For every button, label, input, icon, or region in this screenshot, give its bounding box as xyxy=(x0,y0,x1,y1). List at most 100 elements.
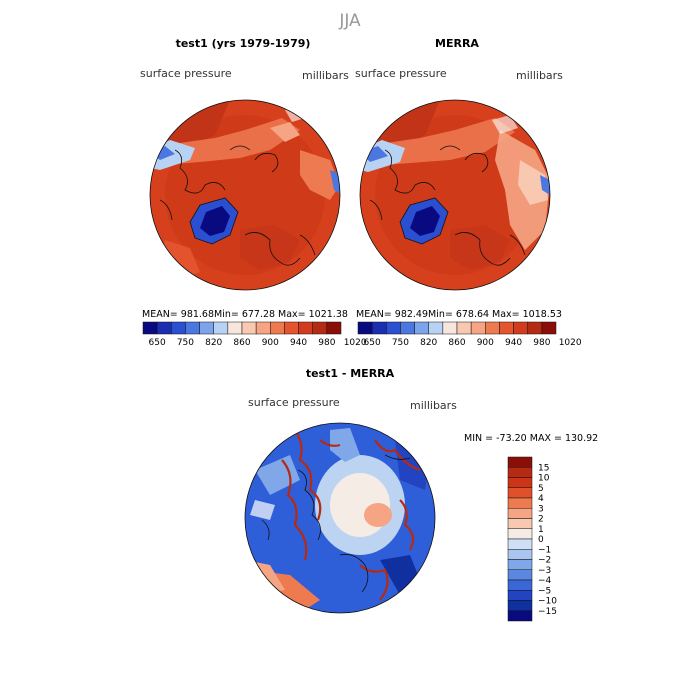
colorbar-diff-swatch xyxy=(507,559,533,570)
panel-test1-min: Min= 677.28 xyxy=(214,309,275,320)
colorbar-diff-tick-label: −4 xyxy=(538,576,552,586)
panel-test1-mean: MEAN= 981.68 xyxy=(142,309,214,320)
colorbar-test1-tick-label: 1020 xyxy=(344,338,367,348)
colorbar-merra-swatch xyxy=(470,321,486,335)
colorbar-diff-swatch xyxy=(507,456,533,468)
colorbar-diff-swatch xyxy=(507,508,533,519)
colorbar-merra-tick-label: 980 xyxy=(533,338,550,348)
colorbar-test1-tick-label: 980 xyxy=(318,338,335,348)
colorbar-diff-swatch xyxy=(507,518,533,529)
colorbar-merra-swatch xyxy=(428,321,444,335)
colorbar-diff-tick-label: 1 xyxy=(538,525,544,535)
colorbar-test1-swatch xyxy=(199,321,214,335)
colorbar-test1-swatch xyxy=(227,321,243,335)
panel-merra-title: MERRA xyxy=(435,37,479,50)
colorbar-test1-tick-label: 750 xyxy=(177,338,194,348)
colorbar-diff-swatch xyxy=(507,600,533,611)
colorbar-merra-swatch xyxy=(499,321,514,335)
colorbar-test1-swatch xyxy=(312,321,328,335)
colorbar-merra-swatch xyxy=(386,321,401,335)
colorbar-test1-tick-label: 940 xyxy=(290,338,307,348)
colorbar-merra-swatch xyxy=(442,321,458,335)
panel-diff-map xyxy=(245,423,435,613)
colorbar-diff-swatch xyxy=(507,579,533,591)
colorbar-diff-tick-label: 4 xyxy=(538,494,544,504)
colorbar-merra-tick-label: 750 xyxy=(392,338,409,348)
colorbar-test1-swatch xyxy=(156,321,172,335)
colorbar-diff-tick-label: −10 xyxy=(538,597,557,607)
panel-merra-max: Max= 1018.53 xyxy=(492,309,562,320)
colorbar-test1-swatch xyxy=(142,321,158,335)
panel-merra-variable: surface pressure xyxy=(355,67,447,80)
colorbar-diff-tick-label: 5 xyxy=(538,484,544,494)
colorbar-diff-swatch xyxy=(507,549,533,560)
colorbar-merra-swatch xyxy=(485,321,500,335)
colorbar-merra-swatch xyxy=(400,321,415,335)
colorbar-test1-tick-label: 900 xyxy=(262,338,279,348)
colorbar-merra-tick-label: 900 xyxy=(477,338,494,348)
colorbar-diff-tick-label: −5 xyxy=(538,586,551,596)
colorbar-merra-tick-label: 940 xyxy=(505,338,522,348)
colorbar-test1-swatch xyxy=(213,321,229,335)
panel-merra-border xyxy=(359,99,551,291)
panel-test1-border xyxy=(149,99,341,291)
colorbar-diff-tick-label: 15 xyxy=(538,463,549,473)
colorbar-diff-swatch xyxy=(507,528,533,540)
colorbar-diff-tick-label: −1 xyxy=(538,545,551,555)
colorbar-test1-swatch xyxy=(326,321,342,335)
panel-diff-minmax: MIN = -73.20 MAX = 130.92 xyxy=(464,433,598,444)
colorbar-diff-swatch xyxy=(507,497,533,509)
panel-diff-border xyxy=(244,422,436,614)
colorbar-merra-swatch xyxy=(357,321,373,335)
colorbar-test1-swatch xyxy=(185,321,200,335)
panel-diff-title: test1 - MERRA xyxy=(306,367,395,380)
colorbar-diff-swatch xyxy=(507,610,533,622)
panel-test1-max: Max= 1021.38 xyxy=(278,309,348,320)
colorbar-diff-swatch xyxy=(507,590,533,601)
colorbar-test1-tick-label: 860 xyxy=(233,338,250,348)
colorbar-test1-swatch xyxy=(284,321,299,335)
panel-test1-variable: surface pressure xyxy=(140,67,232,80)
colorbar-test1-tick-label: 650 xyxy=(149,338,166,348)
colorbar-diff-swatch xyxy=(507,538,533,550)
panel-merra-map xyxy=(360,100,550,290)
panel-merra-mean: MEAN= 982.49 xyxy=(356,309,428,320)
colorbar-merra-swatch xyxy=(541,321,557,335)
colorbar-diff-tick-label: 3 xyxy=(538,504,544,514)
colorbar-diff-swatch xyxy=(507,467,533,478)
colorbar-diff-tick-label: −15 xyxy=(538,607,557,617)
colorbar-diff-tick-label: 10 xyxy=(538,474,550,484)
colorbar-test1-swatch xyxy=(255,321,271,335)
colorbar-diff-tick-label: −3 xyxy=(538,566,551,576)
panel-diff-variable: surface pressure xyxy=(248,396,340,409)
colorbar-diff-tick-label: 2 xyxy=(538,515,544,525)
colorbar-merra-tick-label: 820 xyxy=(420,338,437,348)
colorbar-test1-swatch xyxy=(241,321,257,335)
colorbar-merra: 650 750 820 860 900 940 980 1020 xyxy=(357,321,582,348)
colorbar-test1-swatch xyxy=(270,321,285,335)
colorbar-diff-tick-label: 0 xyxy=(538,535,544,545)
colorbar-test1-tick-label: 820 xyxy=(205,338,222,348)
colorbar-merra-swatch xyxy=(414,321,429,335)
panel-test1-title: test1 (yrs 1979-1979) xyxy=(176,37,311,50)
panel-test1-units: millibars xyxy=(302,69,349,82)
main-title: JJA xyxy=(338,11,361,31)
colorbar-merra-tick-label: 650 xyxy=(364,338,381,348)
panel-diff-units: millibars xyxy=(410,399,457,412)
colorbar-merra-swatch xyxy=(456,321,472,335)
colorbar-merra-swatch xyxy=(513,321,528,335)
colorbar-diff-swatch xyxy=(507,477,533,488)
colorbar-merra-tick-label: 1020 xyxy=(559,338,582,348)
colorbar-merra-swatch xyxy=(527,321,543,335)
colorbar-test1-swatch xyxy=(298,321,313,335)
colorbar-test1: 650 750 820 860 900 940 980 1020 xyxy=(142,321,367,348)
colorbar-merra-swatch xyxy=(371,321,387,335)
colorbar-diff-tick-label: −2 xyxy=(538,556,551,566)
colorbar-merra-tick-label: 860 xyxy=(448,338,465,348)
colorbar-diff-swatch xyxy=(507,569,533,581)
colorbar-diff-swatch xyxy=(507,487,533,499)
panel-merra-min: Min= 678.64 xyxy=(428,309,489,320)
colorbar-test1-swatch xyxy=(171,321,186,335)
